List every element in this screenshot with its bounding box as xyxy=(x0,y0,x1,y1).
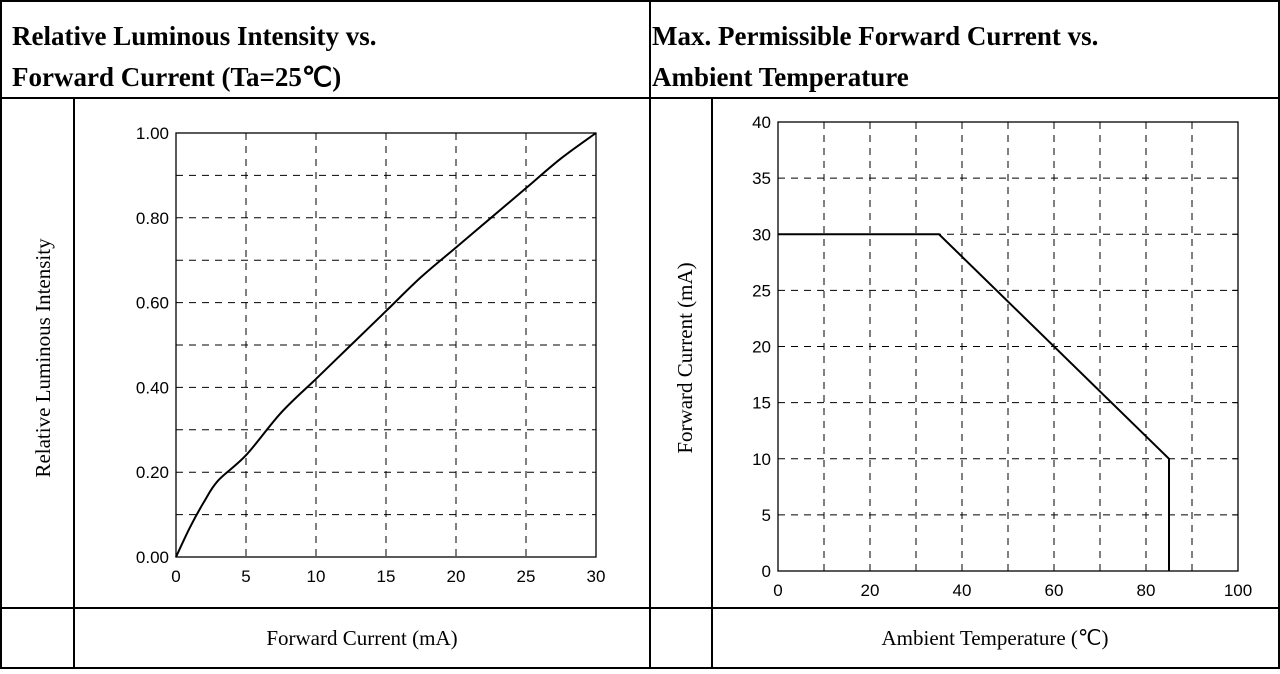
right-x-tick-label: 60 xyxy=(1045,581,1064,600)
right-x-tick-label: 20 xyxy=(861,581,880,600)
left-y-tick-label: 1.00 xyxy=(136,124,169,143)
left-y-tick-label: 0.40 xyxy=(136,378,169,397)
left-y-tick-label: 0.00 xyxy=(136,548,169,567)
left-x-tick-label: 10 xyxy=(307,567,326,586)
left-y-axis-title: Relative Luminous Intensity xyxy=(31,238,55,478)
right-y-tick-label: 20 xyxy=(752,338,771,357)
right-y-tick-label: 35 xyxy=(752,169,771,188)
right-y-tick-label: 25 xyxy=(752,281,771,300)
right-y-tick-label: 15 xyxy=(752,394,771,413)
left-y-tick-label: 0.20 xyxy=(136,463,169,482)
left-x-tick-label: 15 xyxy=(377,567,396,586)
right-y-tick-label: 5 xyxy=(762,506,771,525)
right-y-tick-label: 30 xyxy=(752,225,771,244)
right-series-line-0 xyxy=(778,233,1170,571)
right-y-tick-label: 40 xyxy=(752,113,771,132)
left-title-line1: Relative Luminous Intensity vs. xyxy=(12,21,377,51)
left-x-tick-label: 5 xyxy=(241,567,250,586)
right-y-axis-title: Forward Current (mA) xyxy=(673,262,697,453)
left-title-line2: Forward Current (Ta=25℃) xyxy=(12,62,341,92)
left-x-tick-label: 0 xyxy=(171,567,180,586)
left-x-tick-label: 25 xyxy=(517,567,536,586)
left-x-tick-label: 30 xyxy=(587,567,606,586)
right-x-tick-label: 100 xyxy=(1224,581,1252,600)
left-y-tick-label: 0.60 xyxy=(136,294,169,313)
right-x-tick-label: 80 xyxy=(1137,581,1156,600)
right-y-tick-label: 0 xyxy=(762,562,771,581)
left-chart: 0 5 10 15 20 25 30 0.00 0.20 0.40 0.60 0.80 1.00 xyxy=(136,124,606,586)
right-x-axis-title: Ambient Temperature (℃) xyxy=(882,626,1109,650)
left-x-axis-title: Forward Current (mA) xyxy=(266,626,457,650)
right-title-line1: Max. Permissible Forward Current vs. xyxy=(652,21,1098,51)
right-x-tick-label: 40 xyxy=(953,581,972,600)
left-y-tick-label: 0.80 xyxy=(136,209,169,228)
left-series-line-0 xyxy=(175,132,597,558)
right-title-line2: Ambient Temperature xyxy=(652,62,909,92)
right-y-tick-label: 10 xyxy=(752,450,771,469)
left-plot-frame xyxy=(175,132,597,558)
left-x-tick-label: 20 xyxy=(447,567,466,586)
right-x-tick-label: 0 xyxy=(773,581,782,600)
right-chart: 0 20 40 60 80 100 0 5 10 15 20 25 30 35 40 xyxy=(752,113,1252,600)
